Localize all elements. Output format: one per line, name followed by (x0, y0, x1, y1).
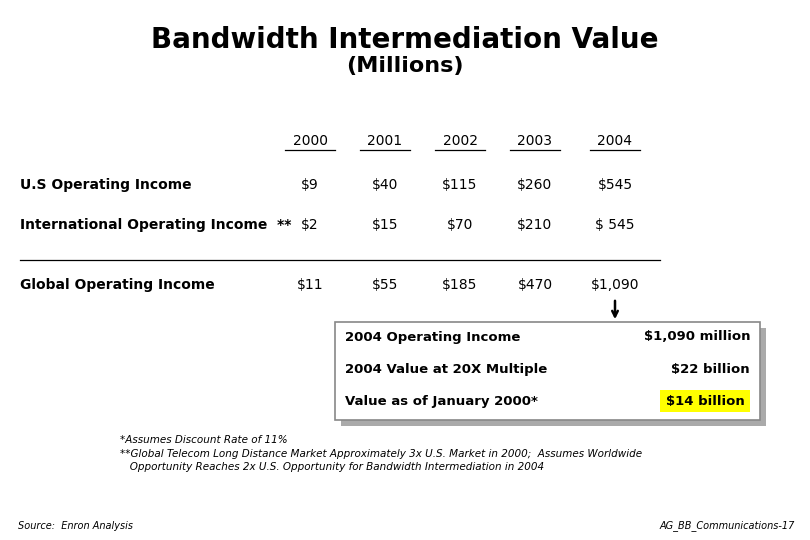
Text: 2001: 2001 (368, 134, 403, 148)
Text: Opportunity Reaches 2x U.S. Opportunity for Bandwidth Intermediation in 2004: Opportunity Reaches 2x U.S. Opportunity … (120, 462, 544, 472)
Text: (Millions): (Millions) (346, 56, 464, 76)
Text: 2003: 2003 (518, 134, 552, 148)
Text: $260: $260 (518, 178, 552, 192)
Text: $1,090 million: $1,090 million (643, 330, 750, 343)
Text: $1,090: $1,090 (590, 278, 639, 292)
Text: $55: $55 (372, 278, 399, 292)
Text: $40: $40 (372, 178, 399, 192)
Text: International Operating Income  **: International Operating Income ** (20, 218, 292, 232)
Text: $115: $115 (442, 178, 478, 192)
Text: 2004 Operating Income: 2004 Operating Income (345, 330, 520, 343)
Text: 2004 Value at 20X Multiple: 2004 Value at 20X Multiple (345, 362, 548, 375)
Text: Source:  Enron Analysis: Source: Enron Analysis (18, 521, 133, 531)
FancyBboxPatch shape (341, 328, 766, 426)
FancyBboxPatch shape (335, 322, 760, 420)
Text: $22 billion: $22 billion (671, 362, 750, 375)
Text: Value as of January 2000*: Value as of January 2000* (345, 395, 538, 408)
Text: 2002: 2002 (442, 134, 478, 148)
Text: $70: $70 (447, 218, 473, 232)
Text: $14 billion: $14 billion (666, 395, 744, 408)
Text: 2004: 2004 (598, 134, 633, 148)
FancyBboxPatch shape (660, 390, 750, 412)
Text: Global Operating Income: Global Operating Income (20, 278, 215, 292)
Text: **Global Telecom Long Distance Market Approximately 3x U.S. Market in 2000;  Ass: **Global Telecom Long Distance Market Ap… (120, 449, 642, 459)
Text: $ 545: $ 545 (595, 218, 635, 232)
Text: U.S Operating Income: U.S Operating Income (20, 178, 192, 192)
Text: *Assumes Discount Rate of 11%: *Assumes Discount Rate of 11% (120, 435, 288, 445)
Text: $545: $545 (598, 178, 633, 192)
Text: 2000: 2000 (292, 134, 327, 148)
Text: $210: $210 (518, 218, 552, 232)
Text: AG_BB_Communications-17: AG_BB_Communications-17 (659, 521, 795, 531)
Text: Bandwidth Intermediation Value: Bandwidth Intermediation Value (151, 26, 659, 54)
Text: $9: $9 (301, 178, 319, 192)
Text: $15: $15 (372, 218, 399, 232)
Text: $2: $2 (301, 218, 319, 232)
Text: $470: $470 (518, 278, 552, 292)
Text: $185: $185 (442, 278, 478, 292)
Text: $11: $11 (296, 278, 323, 292)
